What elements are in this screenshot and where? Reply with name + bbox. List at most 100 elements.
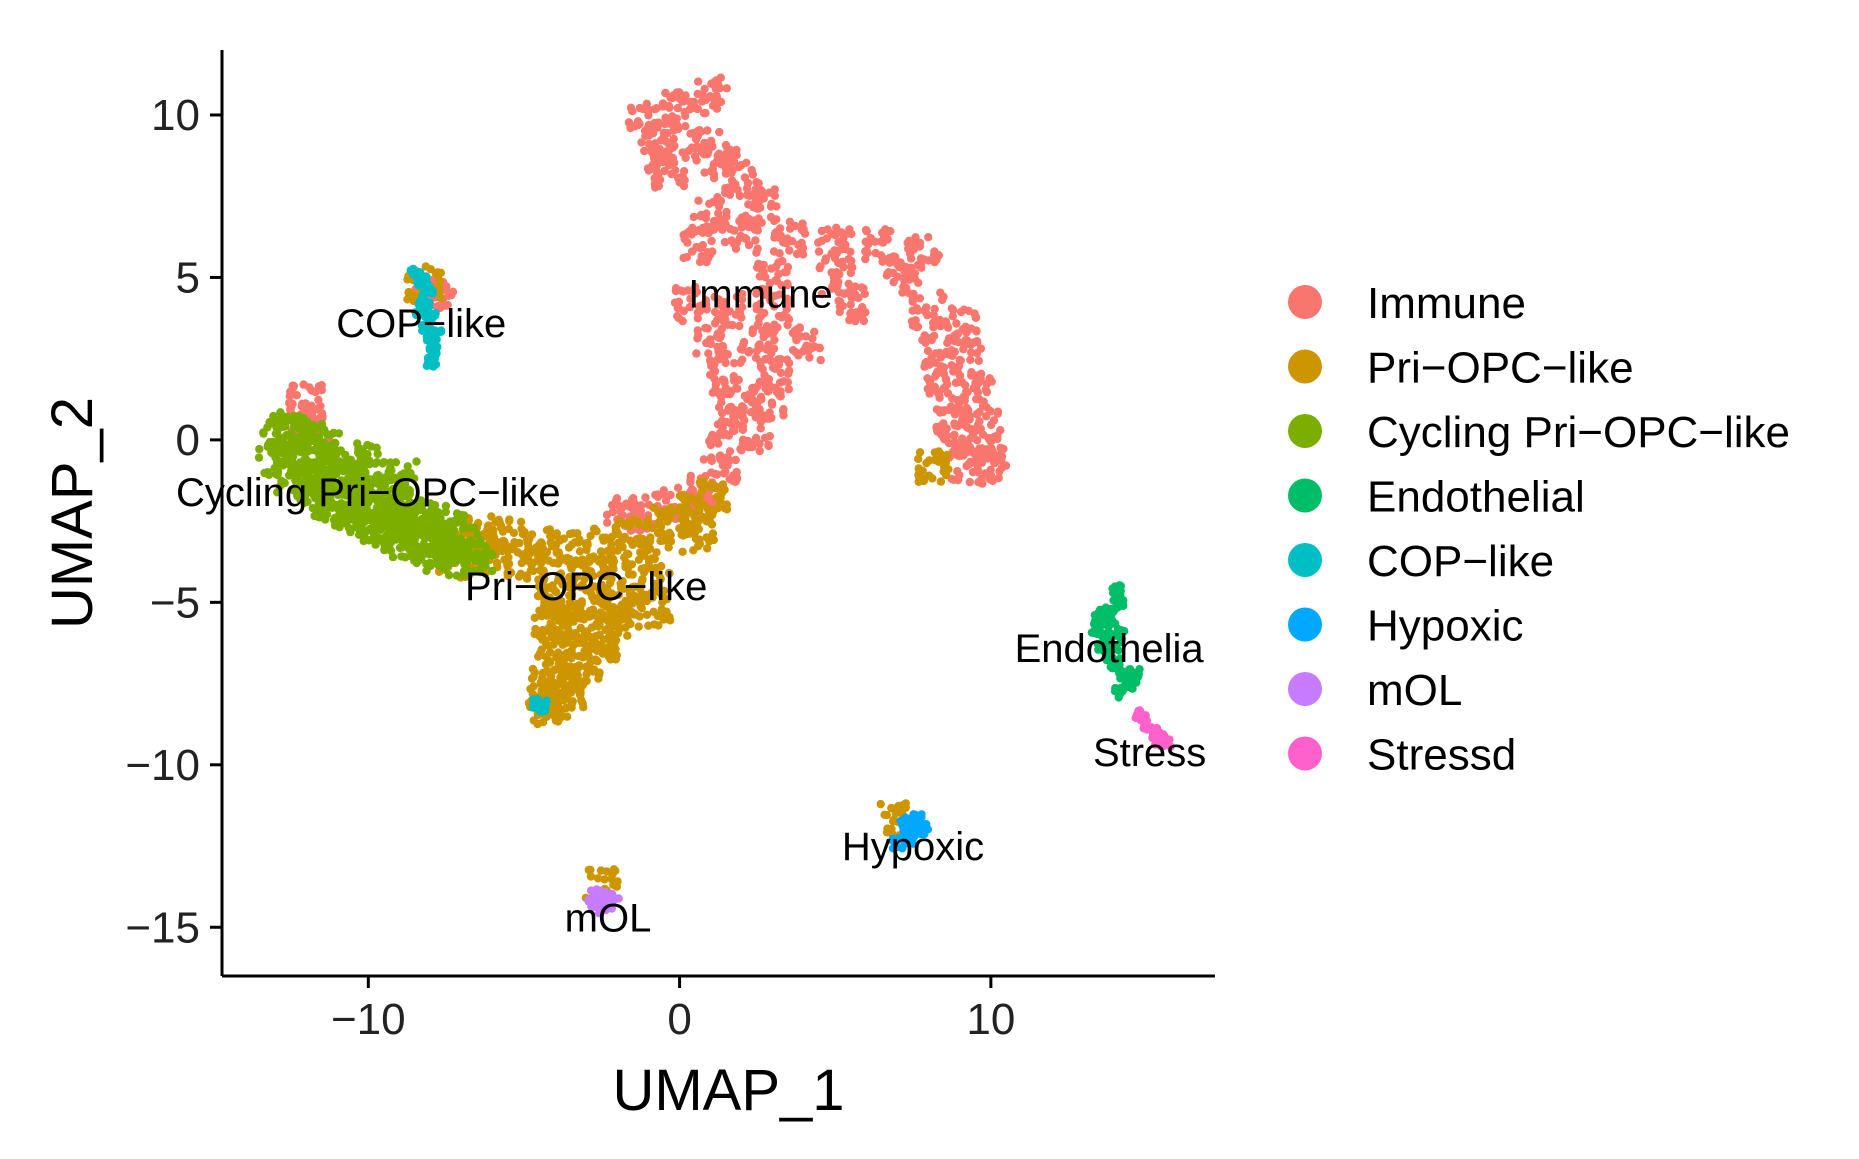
point <box>694 516 704 525</box>
point <box>405 545 414 554</box>
point <box>622 558 631 568</box>
legend-item: Hypoxic <box>1288 602 1524 651</box>
point <box>752 413 761 422</box>
point <box>893 272 902 281</box>
point <box>473 540 482 549</box>
x-tick-label: −10 <box>331 995 406 1044</box>
point <box>335 523 344 532</box>
point <box>708 529 718 538</box>
point <box>816 355 825 365</box>
point <box>687 247 697 256</box>
point <box>687 485 697 494</box>
point <box>703 248 712 257</box>
point <box>536 679 546 689</box>
point <box>611 636 621 645</box>
point <box>714 354 723 363</box>
point <box>701 214 711 223</box>
point <box>732 383 741 392</box>
point <box>540 586 549 595</box>
point <box>649 607 658 616</box>
point <box>876 799 885 809</box>
point <box>371 540 380 549</box>
legend-item: Immune <box>1288 279 1526 328</box>
point <box>607 532 617 541</box>
point <box>513 548 522 557</box>
point <box>546 531 555 541</box>
point <box>422 361 431 370</box>
point <box>785 246 794 255</box>
point <box>689 97 699 107</box>
scatter-points-layer <box>254 73 1175 918</box>
point <box>716 196 726 206</box>
point <box>699 228 709 237</box>
point <box>978 444 987 454</box>
point <box>649 503 658 512</box>
cluster-label: Endothelia <box>1015 627 1205 671</box>
point <box>991 454 1000 464</box>
legend-label: mOL <box>1367 666 1462 715</box>
legend-swatch <box>1288 543 1322 577</box>
point <box>554 702 563 711</box>
point <box>725 390 735 399</box>
legend-label: Cycling Pri−OPC−like <box>1367 408 1790 457</box>
point <box>728 166 737 175</box>
point <box>568 697 577 706</box>
point <box>911 316 920 325</box>
point <box>674 506 684 515</box>
point <box>938 420 947 429</box>
point <box>358 457 368 467</box>
point <box>822 234 831 243</box>
point <box>916 254 926 263</box>
point <box>726 419 736 428</box>
point <box>769 344 779 353</box>
point <box>924 233 933 242</box>
point <box>276 414 285 423</box>
point <box>963 460 973 469</box>
point <box>503 568 512 577</box>
point <box>914 241 923 251</box>
y-tick-label: −5 <box>150 578 200 627</box>
point <box>727 236 736 245</box>
point <box>843 229 853 238</box>
point <box>540 686 549 696</box>
point <box>468 553 477 562</box>
point <box>840 289 849 298</box>
point <box>579 703 588 712</box>
legend-label: COP−like <box>1367 537 1554 586</box>
point <box>700 84 709 94</box>
point <box>749 202 758 212</box>
point <box>731 310 741 319</box>
point <box>567 646 576 655</box>
point <box>666 93 675 102</box>
point <box>739 337 749 347</box>
point <box>574 651 583 661</box>
point <box>627 607 637 617</box>
point <box>701 296 711 305</box>
point <box>969 383 978 393</box>
point <box>538 673 547 682</box>
point <box>547 682 556 691</box>
point <box>816 262 825 271</box>
point <box>549 640 558 649</box>
point <box>549 696 559 705</box>
point <box>709 535 718 545</box>
point <box>965 477 974 487</box>
point <box>846 309 855 318</box>
point <box>760 433 770 443</box>
point <box>623 631 632 640</box>
point <box>997 463 1007 472</box>
point <box>663 517 672 526</box>
point <box>578 561 587 570</box>
point <box>659 486 668 495</box>
point <box>695 257 705 267</box>
point <box>714 347 723 356</box>
point <box>537 645 546 654</box>
point <box>718 375 727 384</box>
point <box>444 571 454 580</box>
point <box>861 254 870 264</box>
point <box>718 341 727 351</box>
point <box>541 660 551 669</box>
point <box>641 493 650 502</box>
point <box>751 236 760 245</box>
point <box>832 284 841 293</box>
